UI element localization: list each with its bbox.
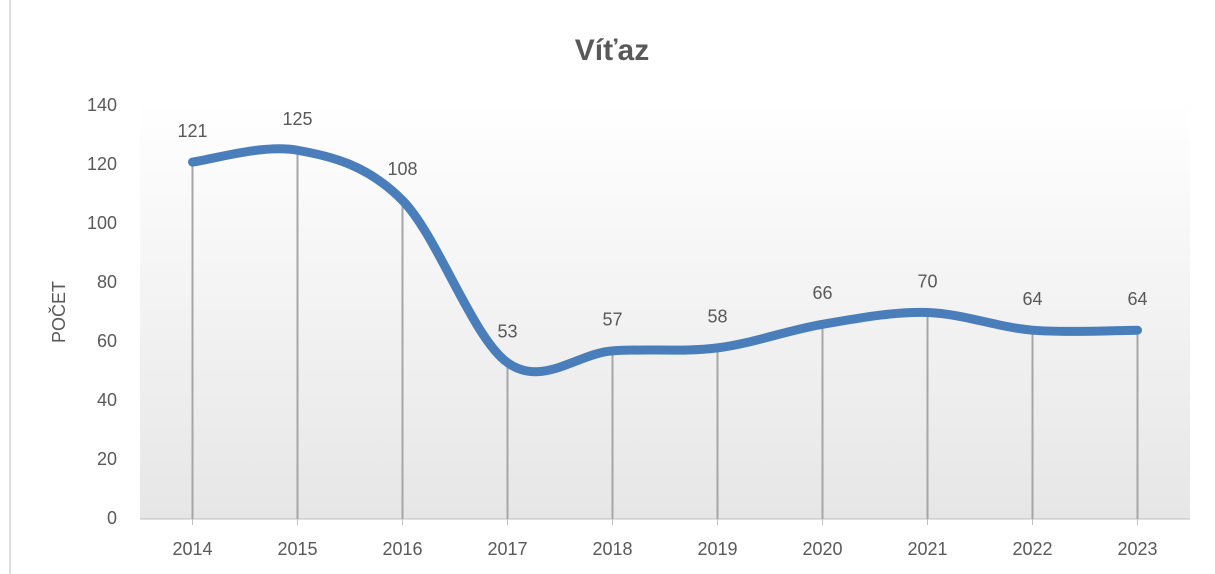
data-label: 121 [177, 121, 207, 141]
data-label: 64 [1022, 289, 1042, 309]
y-tick-label: 0 [107, 508, 117, 528]
data-label: 70 [917, 271, 937, 291]
x-tick-label: 2014 [172, 539, 212, 559]
data-label: 108 [387, 159, 417, 179]
x-tick-label: 2015 [277, 539, 317, 559]
y-tick-label: 40 [97, 390, 117, 410]
plot-background [140, 100, 1190, 519]
y-tick-label: 120 [87, 154, 117, 174]
x-tick-label: 2017 [487, 539, 527, 559]
y-tick-label: 100 [87, 213, 117, 233]
x-tick-label: 2023 [1117, 539, 1157, 559]
x-tick-label: 2022 [1012, 539, 1052, 559]
data-label: 53 [497, 321, 517, 341]
chart-title: Víťaz [575, 34, 649, 67]
x-tick-label: 2018 [592, 539, 632, 559]
y-axis-label: POČET [48, 281, 69, 343]
x-tick-label: 2016 [382, 539, 422, 559]
data-label: 58 [707, 307, 727, 327]
data-label: 125 [282, 109, 312, 129]
data-label: 64 [1127, 289, 1147, 309]
y-tick-label: 20 [97, 449, 117, 469]
series-line [188, 144, 1142, 377]
y-tick-label: 140 [87, 95, 117, 115]
x-tick-label: 2019 [697, 539, 737, 559]
y-tick-label: 60 [97, 331, 117, 351]
y-tick-label: 80 [97, 272, 117, 292]
data-label: 66 [812, 283, 832, 303]
x-tick-label: 2021 [907, 539, 947, 559]
x-tick-label: 2020 [802, 539, 842, 559]
data-label: 57 [602, 310, 622, 330]
